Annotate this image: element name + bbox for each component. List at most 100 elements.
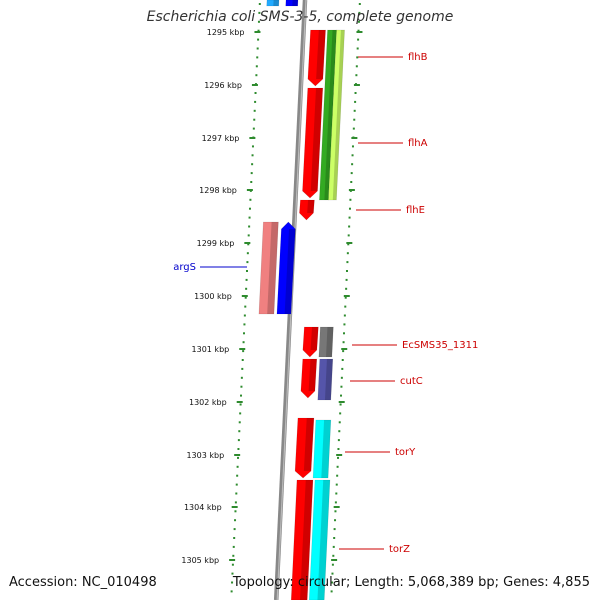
outer-ring-dot bbox=[334, 501, 337, 504]
inner-ring-dot bbox=[250, 181, 253, 183]
outer-ring-dot bbox=[348, 216, 351, 219]
cyan-track-feature-2-shade bbox=[317, 480, 330, 600]
outer-ring-dot bbox=[344, 305, 347, 308]
inner-ring-dot bbox=[252, 127, 255, 130]
cds-torY bbox=[294, 417, 315, 479]
inner-ring-dot bbox=[251, 163, 254, 166]
outer-ring-dot bbox=[337, 456, 340, 459]
inner-ring-dot bbox=[253, 118, 256, 121]
cds-torZ bbox=[290, 479, 314, 600]
inner-ring-dot bbox=[255, 74, 258, 77]
inner-ring-dot bbox=[241, 367, 244, 370]
inner-ring-dot bbox=[243, 323, 246, 326]
outer-ring-dot bbox=[340, 385, 343, 388]
outer-ring-dot bbox=[350, 172, 353, 175]
ruler-ticks: 1295 kbp 1296 kbp 1297 kbp 1298 kbp 1299 kbp… bbox=[181, 28, 363, 565]
outer-ring-dot bbox=[335, 483, 338, 486]
inner-ring-dot bbox=[246, 261, 249, 264]
outer-ring-dot bbox=[333, 537, 336, 539]
outer-ring-dot bbox=[356, 56, 359, 59]
cds-flhE-shade bbox=[307, 200, 315, 213]
cds-argS bbox=[276, 221, 296, 315]
outer-ring-dot bbox=[353, 118, 356, 121]
outer-ring-dot bbox=[354, 92, 357, 94]
cyan-track-feature-1-shade bbox=[321, 420, 331, 478]
outer-ring-dot bbox=[348, 207, 351, 210]
inner-ring-dot bbox=[255, 65, 258, 68]
outer-ring-dot bbox=[358, 11, 361, 14]
outer-ring-dot bbox=[345, 287, 348, 290]
outer-ring-dot bbox=[346, 252, 349, 255]
outer-ring-dot bbox=[343, 332, 346, 335]
map-title: Escherichia coli SMS-3-5, complete genom… bbox=[146, 9, 454, 25]
gene-label-EcSMS35_1311: EcSMS35_1311 bbox=[402, 340, 478, 351]
cds-flhA bbox=[302, 87, 324, 199]
inner-ring-dot bbox=[257, 29, 260, 32]
outer-ring-dot bbox=[346, 261, 349, 264]
inner-ring-dot bbox=[257, 20, 260, 23]
inner-ring-dot bbox=[257, 38, 260, 41]
outer-ring-dot bbox=[356, 47, 359, 50]
grey-track-feature-shade bbox=[326, 327, 334, 357]
lime-track-feature-shade bbox=[332, 30, 345, 200]
cds-flhE bbox=[299, 199, 315, 221]
inner-ring-dot bbox=[248, 207, 251, 210]
inner-ring-dot bbox=[244, 296, 247, 299]
outer-ring-dot bbox=[342, 350, 345, 353]
green-track-feature-shade bbox=[324, 30, 337, 200]
inner-ring-dot bbox=[258, 3, 261, 5]
inner-ring-dot bbox=[244, 305, 247, 308]
cds-torZ-shade bbox=[300, 480, 313, 600]
inner-ring-dot bbox=[238, 421, 241, 424]
gene-label-lines bbox=[200, 56, 403, 550]
outer-ring-dot bbox=[352, 127, 355, 130]
gene-labels: flhB flhA flhE argS EcSMS35_1311 cutC torY torZ bbox=[173, 52, 478, 555]
cds-argS-shade bbox=[284, 229, 296, 314]
inner-ring-dot bbox=[234, 501, 237, 504]
inner-ring-dot bbox=[243, 332, 246, 335]
inner-ring-dot bbox=[231, 581, 234, 584]
inner-ring-dot bbox=[254, 92, 257, 94]
outer-ring-dot bbox=[358, 3, 361, 5]
ruler-tick-label: 1300 kbp bbox=[194, 292, 232, 301]
outer-ring-dot bbox=[340, 376, 343, 379]
inner-ring-dot bbox=[231, 572, 234, 575]
inner-ring-dot bbox=[234, 510, 237, 513]
ruler-tick-label: 1304 kbp bbox=[184, 503, 222, 512]
outer-ring-dot bbox=[357, 29, 360, 32]
genome-summary-text: Topology: circular; Length: 5,068,389 bp… bbox=[232, 575, 590, 590]
outer-ring-dot bbox=[336, 465, 339, 468]
gene-label-flhE: flhE bbox=[406, 205, 425, 216]
cyan-track-feature-1 bbox=[312, 419, 332, 479]
inner-ring-dot bbox=[250, 172, 253, 175]
inner-ring-dot bbox=[233, 537, 236, 539]
lime-track-feature bbox=[328, 29, 345, 201]
outer-ring-dot bbox=[332, 545, 335, 548]
outer-ring-dot bbox=[351, 154, 354, 157]
inner-ring-dot bbox=[256, 56, 259, 59]
outer-ring-dot bbox=[351, 163, 354, 166]
ruler-tick-label: 1299 kbp bbox=[197, 239, 235, 248]
inner-ring-dot bbox=[235, 483, 238, 486]
outer-ring-dot bbox=[345, 270, 348, 272]
rna-feature-shade bbox=[267, 222, 279, 314]
inner-ring-dot bbox=[239, 403, 242, 406]
inner-ring-dot bbox=[231, 563, 234, 566]
purple-track-feature bbox=[317, 358, 334, 401]
inner-ring-dot bbox=[251, 145, 254, 148]
inner-ring-dot bbox=[243, 314, 246, 317]
inner-ring-dot bbox=[242, 350, 245, 353]
outer-ring-dot bbox=[339, 403, 342, 406]
outer-ring-dot bbox=[337, 448, 340, 450]
inner-ring-dot bbox=[254, 100, 257, 103]
inner-ring-dot bbox=[253, 109, 256, 112]
inner-ring-dot bbox=[245, 278, 248, 281]
cds-cutC-shade bbox=[308, 359, 317, 391]
cds-torY-shade bbox=[303, 418, 314, 471]
inner-ring-dot bbox=[246, 252, 249, 255]
outer-ring-dot bbox=[347, 243, 350, 246]
accession-text: Accession: NC_010498 bbox=[9, 575, 157, 590]
outer-ring-dot bbox=[331, 563, 334, 566]
outer-ring-dot bbox=[353, 109, 356, 112]
